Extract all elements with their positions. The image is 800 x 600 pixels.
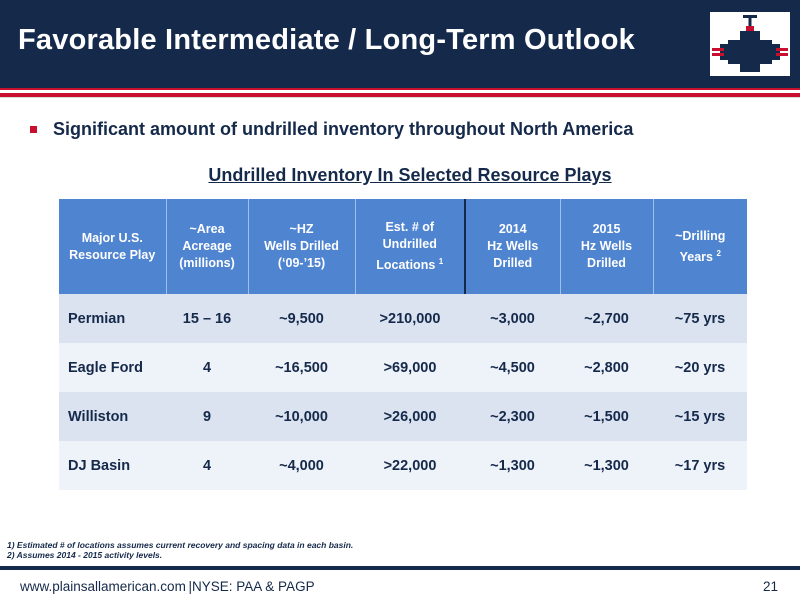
header-rule-shadow (0, 97, 800, 98)
cell-2015-wells: ~1,300 (560, 441, 653, 490)
inventory-table: Major U.S. Resource Play ~Area Acreage (mil… (59, 199, 747, 490)
cell-acreage: 4 (166, 441, 248, 490)
cell-hz-wells: ~16,500 (248, 343, 355, 392)
slide-title: Favorable Intermediate / Long-Term Outlo… (18, 24, 635, 56)
cell-drilling-years: ~17 yrs (653, 441, 747, 490)
pipeline-valve-logo-icon (712, 15, 788, 72)
cell-2014-wells: ~3,000 (465, 294, 560, 343)
footer-website: www.plainsallamerican.com |NYSE: PAA & P… (20, 579, 315, 594)
cell-drilling-years: ~20 yrs (653, 343, 747, 392)
column-header-play: Major U.S. Resource Play (59, 199, 167, 294)
page-number: 21 (762, 579, 778, 594)
cell-locations: >26,000 (355, 392, 465, 441)
cell-hz-wells: ~9,500 (248, 294, 355, 343)
header-rule-red-lower (0, 93, 800, 97)
column-header-locations: Est. # of Undrilled Locations 1 (355, 199, 466, 294)
cell-acreage: 9 (166, 392, 248, 441)
footnote-2: 2) Assumes 2014 - 2015 activity levels. (7, 550, 163, 560)
cell-2014-wells: ~1,300 (465, 441, 560, 490)
cell-drilling-years: ~75 yrs (653, 294, 747, 343)
column-header-drilling-years: ~Drilling Years 2 (653, 199, 747, 294)
header-rule-white (0, 90, 800, 93)
cell-locations: >210,000 (355, 294, 465, 343)
cell-2014-wells: ~2,300 (465, 392, 560, 441)
bullet-square-icon (30, 126, 37, 133)
footnotes: 1) Estimated # of locations assumes curr… (7, 540, 353, 560)
table-row: Permian 15 – 16 ~9,500 >210,000 ~3,000 ~… (59, 294, 747, 343)
cell-acreage: 15 – 16 (166, 294, 248, 343)
column-header-2014-wells: 2014 Hz Wells Drilled (465, 199, 561, 294)
cell-hz-wells: ~10,000 (248, 392, 355, 441)
footnote-1: 1) Estimated # of locations assumes curr… (7, 540, 354, 550)
table-header-row: Major U.S. Resource Play ~Area Acreage (mil… (59, 199, 747, 294)
footer-divider (0, 566, 800, 570)
cell-2015-wells: ~2,800 (560, 343, 653, 392)
cell-play: DJ Basin (59, 441, 166, 490)
bullet-text: Significant amount of undrilled inventor… (53, 119, 634, 139)
column-header-hz-wells: ~HZ Wells Drilled (‘09-’15) (248, 199, 356, 294)
cell-play: Williston (59, 392, 166, 441)
cell-locations: >69,000 (355, 343, 465, 392)
cell-play: Eagle Ford (59, 343, 166, 392)
table-row: DJ Basin 4 ~4,000 >22,000 ~1,300 ~1,300 … (59, 441, 747, 490)
cell-locations: >22,000 (355, 441, 465, 490)
cell-drilling-years: ~15 yrs (653, 392, 747, 441)
cell-2015-wells: ~1,500 (560, 392, 653, 441)
cell-acreage: 4 (166, 343, 248, 392)
table-row: Williston 9 ~10,000 >26,000 ~2,300 ~1,50… (59, 392, 747, 441)
column-header-acreage: ~Area Acreage (millions) (166, 199, 249, 294)
header-rule-red (0, 88, 800, 90)
cell-hz-wells: ~4,000 (248, 441, 355, 490)
cell-2015-wells: ~2,700 (560, 294, 653, 343)
slide-header: Favorable Intermediate / Long-Term Outlo… (0, 0, 800, 88)
table-row: Eagle Ford 4 ~16,500 >69,000 ~4,500 ~2,8… (59, 343, 747, 392)
cell-2014-wells: ~4,500 (465, 343, 560, 392)
company-logo (710, 12, 790, 76)
column-header-2015-wells: 2015 Hz Wells Drilled (560, 199, 654, 294)
table-subtitle: Undrilled Inventory In Selected Resource… (208, 165, 612, 185)
cell-play: Permian (59, 294, 166, 343)
